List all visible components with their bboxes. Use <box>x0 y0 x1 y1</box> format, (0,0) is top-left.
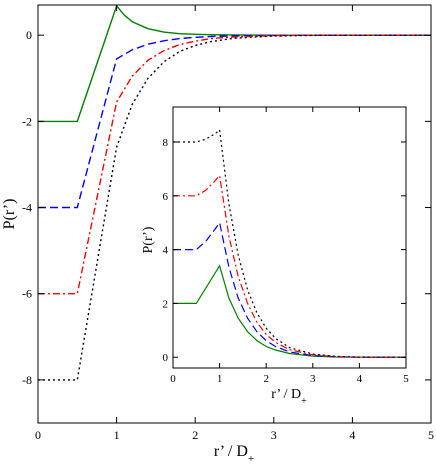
main-x-tick-label: 4 <box>349 428 355 442</box>
inset-y-tick-label: 2 <box>163 298 169 310</box>
main-y-tick-label: -2 <box>22 114 32 128</box>
inset-ticks-group: 0 1 2 3 4 5 0 2 4 6 8 <box>163 107 409 385</box>
inset-x-tick-label: 2 <box>263 373 269 385</box>
main-x-tick-label: 0 <box>35 428 41 442</box>
main-y-axis-title: P(r’) <box>1 199 18 230</box>
inset-y-axis-title: P(r’) <box>141 226 156 253</box>
inset-background <box>173 107 406 368</box>
inset-chart: 0 1 2 3 4 5 0 2 4 6 8 r’ / D+ P(r’) <box>141 106 409 407</box>
inset-x-axis-title: r’ / D+ <box>271 387 307 407</box>
main-series-line-4 <box>38 34 431 381</box>
inset-y-tick-label: 0 <box>163 352 169 364</box>
inset-x-tick-label: 1 <box>217 373 223 385</box>
main-x-tick-label: 5 <box>428 428 434 442</box>
main-x-tick-label: 1 <box>114 428 120 442</box>
main-y-tick-label: 0 <box>26 28 32 42</box>
main-x-tick-label: 3 <box>271 428 277 442</box>
inset-series-group <box>173 128 407 358</box>
main-x-axis-title: r’ / D+ <box>214 443 254 465</box>
main-plot-frame <box>37 4 432 424</box>
inset-x-tick-label: 5 <box>403 373 409 385</box>
main-ticks-group: 0 1 2 3 4 5 -8 -6 -4 -2 0 <box>22 5 434 442</box>
inset-y-tick-label: 8 <box>163 137 169 149</box>
main-y-tick-label: -6 <box>22 287 32 301</box>
main-x-tick-label: 2 <box>192 428 198 442</box>
inset-x-tick-label: 4 <box>357 373 363 385</box>
inset-series-line-2 <box>173 221 406 358</box>
main-chart: 0 1 2 3 4 5 -8 -6 -4 -2 0 r’ / D+ P(r’) <box>1 4 434 465</box>
inset-series-line-4 <box>173 128 407 358</box>
inset-x-tick-label: 3 <box>310 373 316 385</box>
main-series-group <box>38 4 431 381</box>
inset-y-tick-label: 4 <box>163 245 169 257</box>
main-y-tick-label: -8 <box>22 373 32 387</box>
inset-x-tick-label: 0 <box>170 373 176 385</box>
inset-y-tick-label: 6 <box>163 191 169 203</box>
inset-plot-frame <box>172 106 407 369</box>
main-y-tick-label: -4 <box>22 201 32 215</box>
